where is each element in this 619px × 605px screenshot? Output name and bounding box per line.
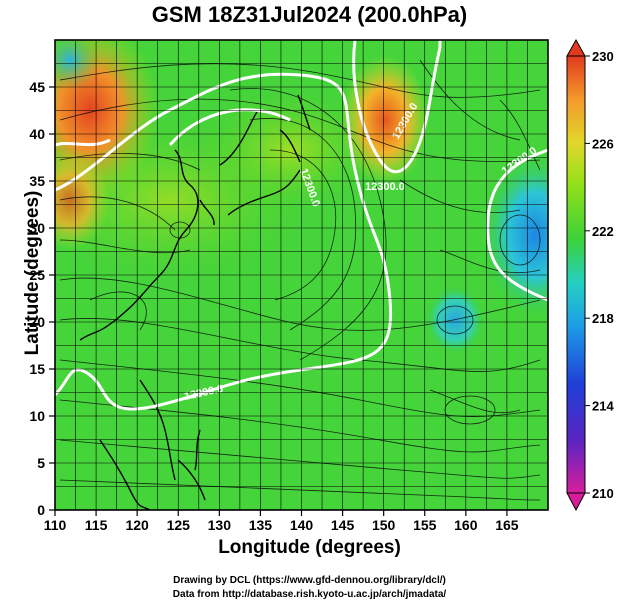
colorbar-scale xyxy=(566,55,586,494)
colorbar-top-arrow xyxy=(566,38,586,57)
x-tick-label: 110 xyxy=(44,517,67,533)
colorbar-bottom-arrow xyxy=(566,492,586,512)
x-tick-label: 115 xyxy=(85,517,108,533)
y-axis-ticks: 0 5 10 15 20 25 30 35 40 45 xyxy=(29,79,55,518)
x-tick-label: 125 xyxy=(167,517,191,533)
y-tick-label: 35 xyxy=(29,173,45,189)
x-tick-label: 140 xyxy=(290,517,314,533)
y-tick-label: 40 xyxy=(29,126,45,142)
contour-label: 12300.0 xyxy=(365,181,405,193)
y-tick-label: 5 xyxy=(37,455,45,471)
x-axis-label: Longitude (degrees) xyxy=(218,537,401,558)
colorbar-tick-label: 218 xyxy=(592,311,614,326)
x-tick-label: 160 xyxy=(454,517,478,533)
credit-line-1: Drawing by DCL (https://www.gfd-dennou.o… xyxy=(173,575,446,586)
y-tick-label: 15 xyxy=(29,361,45,377)
x-tick-label: 135 xyxy=(249,517,273,533)
x-tick-label: 150 xyxy=(372,517,396,533)
x-tick-label: 155 xyxy=(413,517,437,533)
x-tick-label: 120 xyxy=(125,517,149,533)
chart-title: GSM 18Z31Jul2024 (200.0hPa) xyxy=(151,2,468,27)
colorbar: 230 226 222 218 214 210 xyxy=(566,38,614,512)
gridlines xyxy=(55,40,548,510)
y-tick-label: 25 xyxy=(29,267,45,283)
y-tick-label: 30 xyxy=(29,220,45,236)
colorbar-tick-label: 226 xyxy=(592,136,614,151)
credit-line-2: Data from http://database.rish.kyoto-u.a… xyxy=(172,589,447,600)
x-tick-label: 130 xyxy=(208,517,232,533)
y-tick-label: 10 xyxy=(29,408,45,424)
temperature-field xyxy=(55,40,548,510)
x-tick-label: 165 xyxy=(495,517,519,533)
x-axis-ticks: 110 115 120 125 130 135 140 145 150 155 160 165 xyxy=(44,510,519,533)
y-tick-label: 20 xyxy=(29,314,45,330)
colorbar-tick-label: 230 xyxy=(592,49,614,64)
colorbar-tick-label: 210 xyxy=(592,486,614,501)
colorbar-tick-label: 214 xyxy=(592,399,614,414)
x-tick-label: 145 xyxy=(331,517,355,533)
y-axis-label: Latitude (degrees) xyxy=(22,190,43,356)
colorbar-tick-label: 222 xyxy=(592,224,614,239)
y-tick-label: 0 xyxy=(37,502,45,518)
y-tick-label: 45 xyxy=(29,79,45,95)
